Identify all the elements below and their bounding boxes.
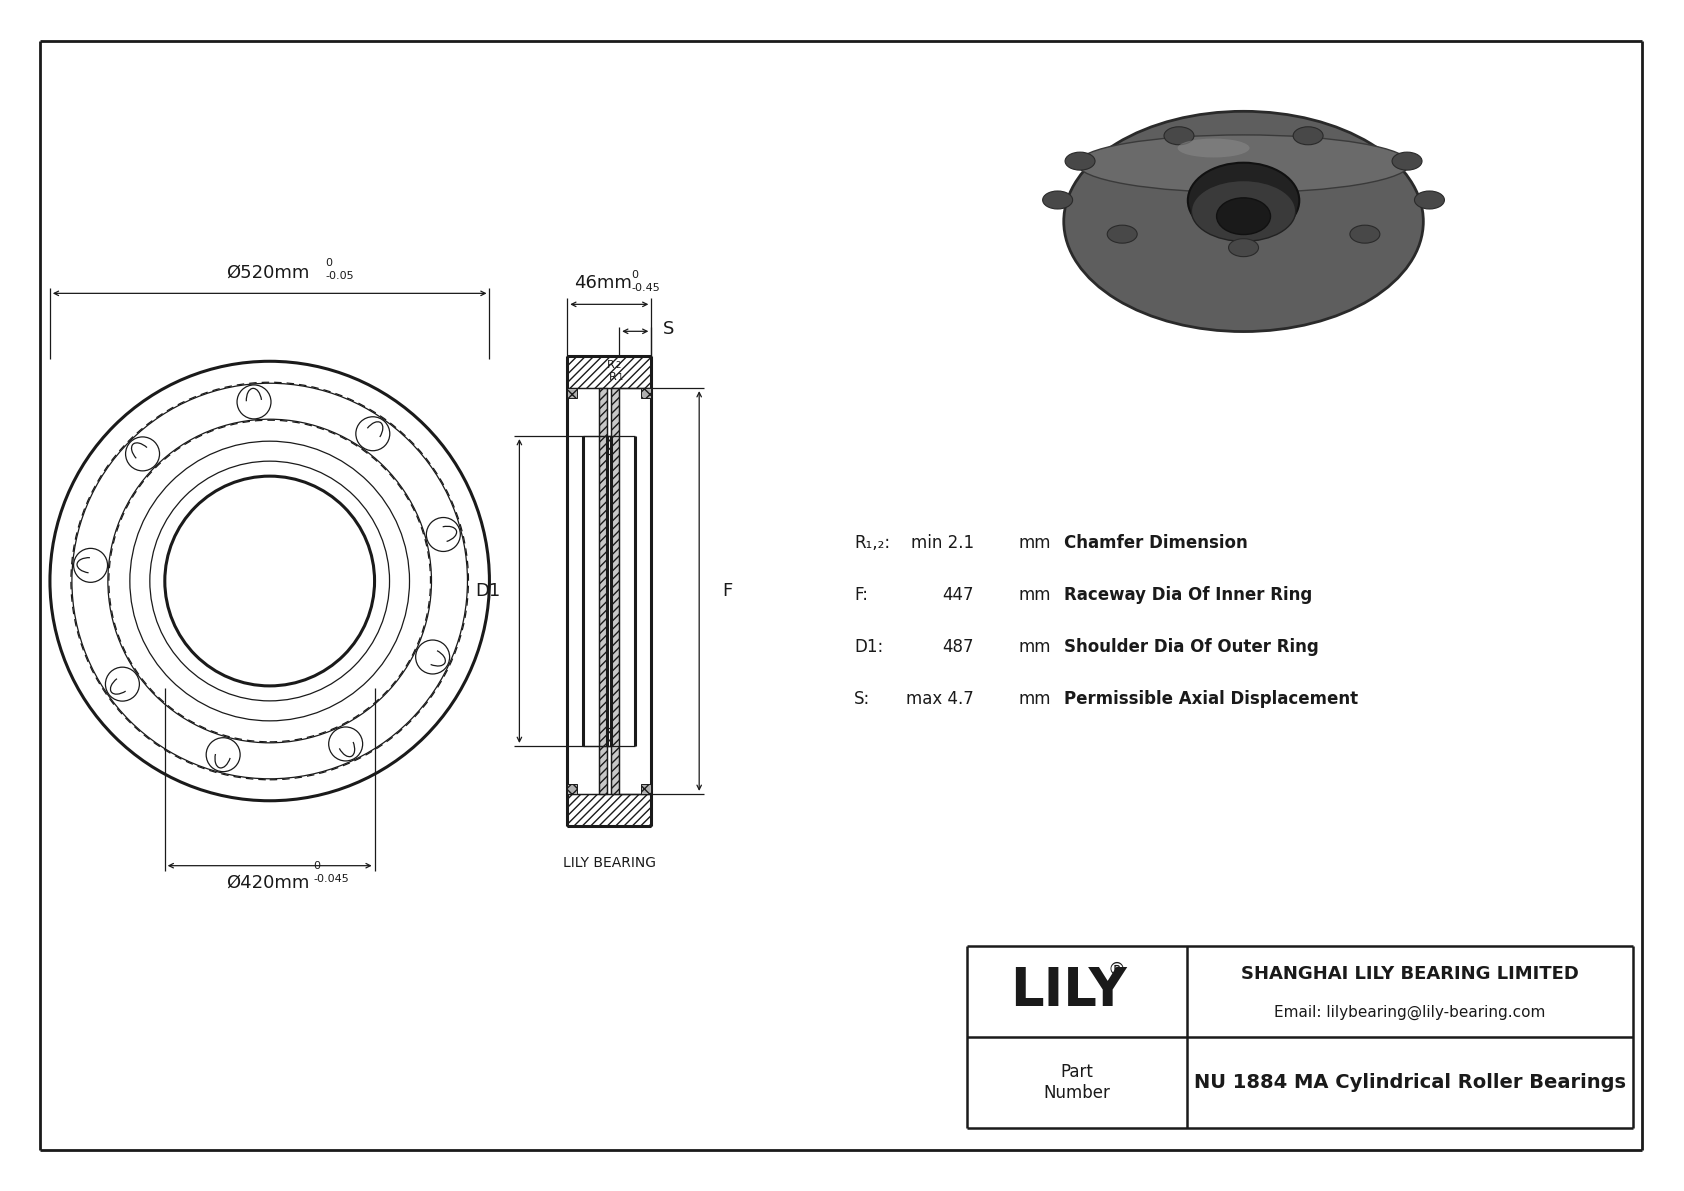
Text: 1: 1: [618, 373, 623, 382]
Text: Shoulder Dia Of Outer Ring: Shoulder Dia Of Outer Ring: [1064, 638, 1319, 656]
Text: R: R: [608, 360, 615, 370]
Text: D1: D1: [475, 582, 500, 600]
Text: R: R: [610, 373, 616, 382]
Ellipse shape: [1106, 225, 1137, 243]
Ellipse shape: [1187, 163, 1300, 238]
Text: LILY BEARING: LILY BEARING: [562, 855, 655, 869]
Text: 0: 0: [632, 270, 638, 280]
Bar: [608, 728, 611, 746]
Text: mm: mm: [1019, 586, 1051, 604]
Text: min 2.1: min 2.1: [911, 534, 973, 553]
Text: Raceway Dia Of Inner Ring: Raceway Dia Of Inner Ring: [1064, 586, 1312, 604]
Text: F: F: [722, 582, 733, 600]
Ellipse shape: [1078, 135, 1410, 193]
Text: D1:: D1:: [854, 638, 882, 656]
Text: Ø520mm: Ø520mm: [226, 263, 310, 281]
Text: SHANGHAI LILY BEARING LIMITED: SHANGHAI LILY BEARING LIMITED: [1241, 965, 1580, 983]
Bar: [611, 388, 620, 793]
Text: F:: F:: [854, 586, 867, 604]
Text: -0.45: -0.45: [632, 283, 660, 293]
Ellipse shape: [1042, 191, 1073, 208]
Ellipse shape: [1351, 225, 1379, 243]
Ellipse shape: [1191, 181, 1295, 242]
Text: 447: 447: [943, 586, 973, 604]
Text: NU 1884 MA Cylindrical Roller Bearings: NU 1884 MA Cylindrical Roller Bearings: [1194, 1073, 1625, 1092]
Text: Email: lilybearing@lily-bearing.com: Email: lilybearing@lily-bearing.com: [1275, 1004, 1546, 1019]
Text: R₁,₂:: R₁,₂:: [854, 534, 891, 553]
Text: LILY: LILY: [1010, 965, 1127, 1017]
Text: Permissible Axial Displacement: Permissible Axial Displacement: [1064, 690, 1357, 707]
Bar: [600, 388, 608, 793]
Bar: [568, 356, 652, 388]
Text: 0: 0: [325, 258, 333, 268]
Ellipse shape: [1293, 126, 1324, 145]
Text: max 4.7: max 4.7: [906, 690, 973, 707]
Bar: [642, 388, 652, 398]
Bar: [608, 436, 611, 454]
Text: 46mm: 46mm: [574, 274, 632, 292]
Text: -0.05: -0.05: [325, 272, 354, 281]
Text: ®: ®: [1108, 960, 1125, 978]
Text: 0: 0: [313, 861, 320, 871]
Bar: [642, 784, 652, 793]
Text: Part
Number: Part Number: [1044, 1064, 1110, 1102]
Ellipse shape: [1177, 138, 1250, 157]
Ellipse shape: [1229, 238, 1258, 256]
Text: 487: 487: [943, 638, 973, 656]
Text: mm: mm: [1019, 534, 1051, 553]
Ellipse shape: [1393, 152, 1421, 170]
Text: mm: mm: [1019, 638, 1051, 656]
Text: 2: 2: [615, 361, 620, 370]
Bar: [568, 793, 652, 825]
Bar: [568, 388, 578, 398]
Text: mm: mm: [1019, 690, 1051, 707]
Ellipse shape: [1064, 111, 1423, 331]
Ellipse shape: [1216, 198, 1270, 235]
Ellipse shape: [1064, 152, 1095, 170]
Ellipse shape: [1068, 183, 1420, 289]
Text: Ø420mm: Ø420mm: [226, 874, 310, 892]
Ellipse shape: [1164, 126, 1194, 145]
Text: -0.045: -0.045: [313, 874, 349, 884]
Ellipse shape: [1415, 191, 1445, 208]
Text: Chamfer Dimension: Chamfer Dimension: [1064, 534, 1248, 553]
Text: S:: S:: [854, 690, 871, 707]
Bar: [568, 784, 578, 793]
Text: S: S: [663, 320, 675, 338]
